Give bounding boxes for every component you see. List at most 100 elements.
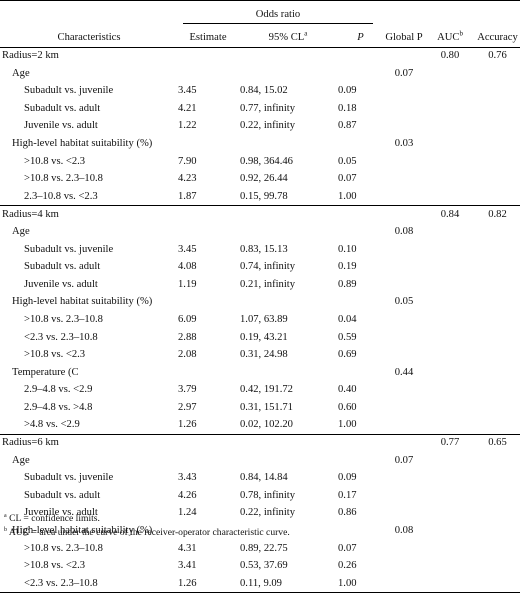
empty-cell: [238, 435, 338, 453]
comparison-label: <2.3 vs. 2.3–10.8: [0, 329, 178, 347]
estimate-value: 3.79: [178, 382, 238, 400]
empty-cell: [425, 153, 475, 171]
empty-cell: [475, 382, 520, 400]
p-value: 0.17: [338, 487, 383, 505]
comparison-label: >4.8 vs. <2.9: [0, 417, 178, 435]
comparison-label: Subadult vs. adult: [0, 259, 178, 277]
estimate-value: 2.97: [178, 399, 238, 417]
empty-cell: [178, 223, 238, 241]
ci-value: 0.21, infinity: [238, 276, 338, 294]
empty-cell: [338, 206, 383, 224]
comparison-label: Juvenile vs. adult: [0, 118, 178, 136]
empty-cell: [425, 294, 475, 312]
empty-cell: [383, 329, 425, 347]
comparison-label: >10.8 vs. <2.3: [0, 558, 178, 576]
empty-cell: [475, 153, 520, 171]
radius-label: Radius=4 km: [0, 206, 178, 224]
estimate-value: 1.22: [178, 118, 238, 136]
comparison-label: Subadult vs. adult: [0, 487, 178, 505]
group-row: High-level habitat suitability (%)0.03: [0, 135, 520, 153]
empty-cell: [425, 575, 475, 593]
empty-cell: [425, 417, 475, 435]
p-value: 0.09: [338, 470, 383, 488]
estimate-header: Estimate: [178, 27, 238, 48]
empty-cell: [475, 294, 520, 312]
empty-cell: [425, 188, 475, 206]
p-value: 1.00: [338, 417, 383, 435]
empty-cell: [383, 505, 425, 523]
estimate-value: 4.31: [178, 540, 238, 558]
estimate-value: 4.21: [178, 100, 238, 118]
empty-cell: [475, 347, 520, 365]
footnote-a: a CL = confidence limits.: [4, 513, 100, 524]
empty-cell: [425, 558, 475, 576]
header-row-1: Odds ratio: [0, 1, 520, 27]
p-value: 1.00: [338, 188, 383, 206]
group-row: High-level habitat suitability (%)0.05: [0, 294, 520, 312]
empty-cell: [338, 294, 383, 312]
empty-cell: [383, 171, 425, 189]
empty-cell: [178, 294, 238, 312]
estimate-value: 3.45: [178, 83, 238, 101]
ci-value: 0.98, 364.46: [238, 153, 338, 171]
p-value: 0.60: [338, 399, 383, 417]
odds-ratio-header: Odds ratio: [178, 1, 383, 27]
empty-cell: [475, 311, 520, 329]
empty-cell: [383, 558, 425, 576]
empty-cell: [425, 118, 475, 136]
p-value: 0.04: [338, 311, 383, 329]
odds-ratio-label: Odds ratio: [183, 9, 373, 24]
p-value: 1.00: [338, 575, 383, 593]
estimate-value: 7.90: [178, 153, 238, 171]
p-value: 0.09: [338, 83, 383, 101]
empty-cell: [338, 135, 383, 153]
empty-cell: [383, 118, 425, 136]
empty-cell: [425, 223, 475, 241]
empty-cell: [178, 452, 238, 470]
empty-cell: [383, 83, 425, 101]
group-label: High-level habitat suitability (%): [0, 294, 178, 312]
empty-cell: [238, 48, 338, 66]
empty-cell: [178, 435, 238, 453]
empty-cell: [425, 83, 475, 101]
ci-value: 0.19, 43.21: [238, 329, 338, 347]
empty-cell: [475, 171, 520, 189]
empty-cell: [383, 470, 425, 488]
comparison-label: 2.3–10.8 vs. <2.3: [0, 188, 178, 206]
global-p-value: 0.44: [383, 364, 425, 382]
p-header-label: P: [357, 32, 363, 43]
global-p-header: Global P: [383, 27, 425, 48]
group-label: Age: [0, 452, 178, 470]
comparison-label: Subadult vs. juvenile: [0, 470, 178, 488]
empty-cell: [338, 48, 383, 66]
empty-cell: [383, 347, 425, 365]
ci-value: 0.89, 22.75: [238, 540, 338, 558]
empty-cell: [238, 294, 338, 312]
empty-cell: [383, 311, 425, 329]
ci-value: 0.31, 151.71: [238, 399, 338, 417]
p-value: 0.87: [338, 118, 383, 136]
empty-cell: [338, 523, 383, 541]
footnote-b: b AUC = area under the curve of the rece…: [4, 527, 290, 538]
empty-cell: [383, 241, 425, 259]
empty-cell: [425, 276, 475, 294]
empty-cell: [475, 523, 520, 541]
empty-cell: [383, 487, 425, 505]
group-label: Temperature (C: [0, 364, 178, 382]
estimate-value: 1.87: [178, 188, 238, 206]
ci-value: 0.74, infinity: [238, 259, 338, 277]
ci-footnote-marker: a: [304, 29, 307, 37]
estimate-value: 3.41: [178, 558, 238, 576]
empty-cell: [475, 399, 520, 417]
radius-label: Radius=2 km: [0, 48, 178, 66]
p-value: 0.40: [338, 382, 383, 400]
empty-cell: [425, 241, 475, 259]
